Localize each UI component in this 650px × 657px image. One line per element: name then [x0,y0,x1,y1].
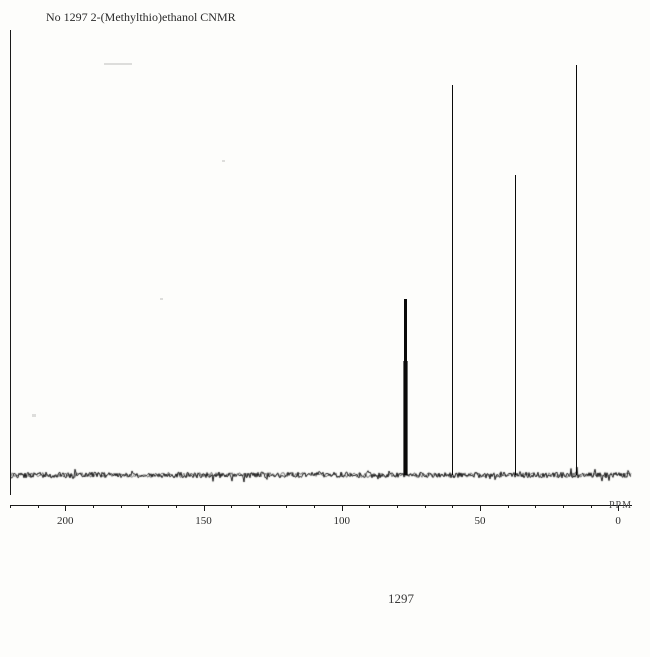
x-tick-minor [563,505,564,508]
peak-shoulder [403,361,404,475]
scan-smudge [160,298,163,300]
x-tick-minor [286,505,287,508]
peak [515,175,516,475]
left-frame [10,30,11,495]
x-tick-label: 50 [474,515,485,527]
x-tick-minor [591,505,592,508]
x-tick-minor [176,505,177,508]
x-tick-minor [38,505,39,508]
x-tick-minor [369,505,370,508]
x-tick-major [65,505,66,511]
nmr-spectrum-plot [10,30,632,495]
x-tick-minor [121,505,122,508]
scan-smudge [104,63,132,65]
x-tick-major [204,505,205,511]
x-tick-minor [314,505,315,508]
x-tick-major [342,505,343,511]
x-tick-minor [397,505,398,508]
x-tick-label: 200 [57,515,74,527]
peak [452,85,453,475]
spectrum-title: No 1297 2-(Methylthio)ethanol CNMR [46,10,236,25]
x-axis-label: PPM [609,500,632,511]
scan-smudge [222,160,225,162]
x-tick-minor [535,505,536,508]
scan-smudge [32,414,36,417]
x-tick-label: 150 [195,515,212,527]
x-tick-minor [93,505,94,508]
baseline-noise [10,30,632,495]
peak-shoulder [407,361,408,475]
peak [576,65,577,475]
x-axis-line [10,505,632,506]
page-number: 1297 [388,591,414,607]
x-tick-major [480,505,481,511]
x-tick-minor [452,505,453,508]
x-tick-minor [259,505,260,508]
x-tick-minor [10,505,11,508]
x-tick-minor [425,505,426,508]
x-tick-minor [148,505,149,508]
x-tick-minor [508,505,509,508]
x-tick-label: 0 [615,515,621,527]
x-tick-label: 100 [333,515,350,527]
x-tick-minor [231,505,232,508]
